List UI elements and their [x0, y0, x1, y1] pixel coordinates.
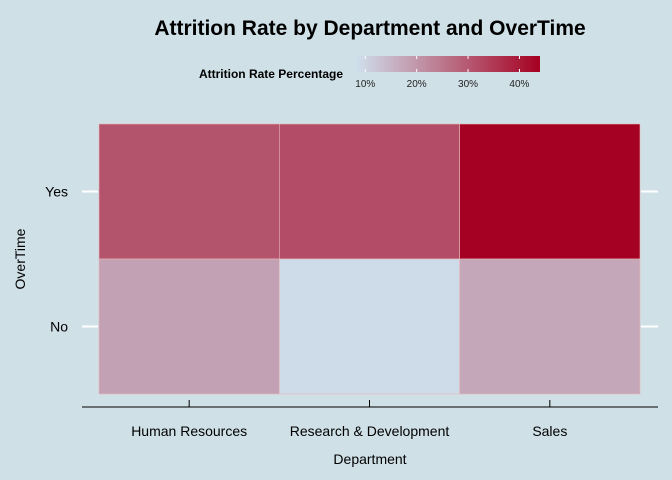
- x-axis-label: Department: [333, 451, 406, 467]
- heatmap-cell: [279, 123, 460, 260]
- y-tick-label: No: [50, 319, 68, 335]
- y-axis-label: OverTime: [12, 228, 28, 289]
- heatmap-cell: [98, 123, 280, 260]
- x-tick-label: Human Resources: [131, 423, 247, 439]
- legend-tick-label: 10%: [355, 79, 375, 90]
- heatmap-cell: [459, 258, 641, 395]
- legend: Attrition Rate Percentage 10% 20% 30% 40%: [199, 56, 540, 90]
- heatmap-cell: [98, 258, 280, 395]
- heatmap-cells: [98, 123, 641, 395]
- x-tick-label: Sales: [532, 423, 567, 439]
- legend-tick-label: 20%: [407, 79, 427, 90]
- y-tick-label: Yes: [45, 184, 68, 200]
- heatmap-cell: [279, 258, 460, 395]
- x-tick-label: Research & Development: [290, 423, 450, 439]
- legend-tick-label: 40%: [509, 79, 529, 90]
- legend-color-bar: [355, 56, 540, 72]
- heatmap-cell: [459, 123, 641, 260]
- legend-title: Attrition Rate Percentage: [199, 67, 343, 81]
- axes: Human Resources Research & Development Sal…: [45, 184, 658, 439]
- chart-title: Attrition Rate by Department and OverTim…: [154, 17, 585, 40]
- legend-tick-label: 30%: [458, 79, 478, 90]
